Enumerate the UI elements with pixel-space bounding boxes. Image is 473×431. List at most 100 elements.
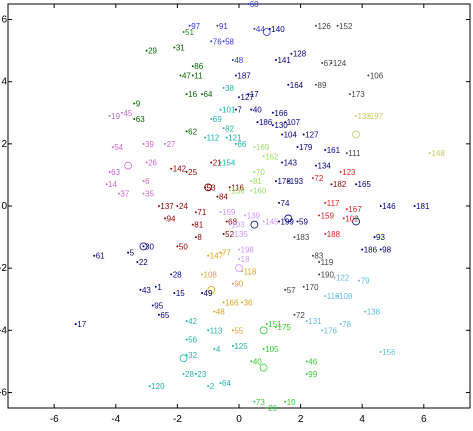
point-marker — [274, 326, 277, 329]
point-label: 183 — [296, 233, 310, 242]
data-point: 72 — [293, 311, 305, 320]
point-label: 68 — [228, 218, 237, 227]
point-marker — [154, 285, 157, 288]
data-point: 10 — [284, 398, 296, 407]
data-point: 2 — [207, 382, 215, 391]
point-label: 20 — [268, 404, 277, 413]
point-label: 106 — [370, 71, 384, 80]
point-marker — [228, 223, 231, 226]
point-marker — [271, 111, 274, 114]
data-point: 53 — [204, 183, 216, 192]
data-point: 15 — [173, 289, 185, 298]
data-point: 8 — [194, 233, 202, 242]
point-marker — [176, 245, 179, 248]
point-label: 40 — [253, 357, 262, 366]
point-marker — [201, 273, 204, 276]
circle-marker — [124, 161, 133, 170]
point-marker — [315, 164, 317, 167]
point-label: 28 — [173, 270, 182, 279]
point-marker — [287, 83, 290, 86]
point-label: 27 — [167, 140, 176, 149]
data-point: 187 — [234, 71, 251, 80]
point-label: 190 — [321, 270, 335, 279]
point-label: 89 — [318, 81, 327, 90]
point-label: 193 — [231, 221, 245, 230]
point-marker — [185, 130, 188, 133]
data-point: 83 — [311, 252, 324, 261]
point-label: 193 — [290, 177, 304, 186]
point-marker — [191, 74, 194, 77]
point-label: 199 — [281, 218, 295, 227]
point-label: 181 — [416, 202, 430, 211]
point-label: 58 — [225, 37, 234, 46]
point-marker — [281, 133, 284, 136]
data-point: 44 — [253, 25, 265, 34]
x-tick-label: 2 — [298, 414, 304, 425]
data-point: 198 — [238, 246, 254, 255]
point-label: 186 — [259, 118, 273, 127]
data-point: 159 — [219, 208, 236, 217]
point-label: 44 — [256, 25, 265, 34]
data-point: 143 — [281, 158, 298, 167]
point-label: 134 — [318, 162, 332, 171]
data-point: 140 — [268, 25, 285, 34]
data-point: 135 — [231, 230, 248, 239]
data-point: 69 — [210, 115, 222, 124]
point-marker — [225, 136, 228, 139]
data-point: 179 — [296, 143, 313, 152]
point-label: 82 — [225, 124, 234, 133]
data-point: 36 — [241, 298, 253, 307]
point-label: 74 — [281, 199, 290, 208]
data-point: 116 — [324, 292, 340, 301]
data-point: 176 — [321, 326, 338, 335]
point-marker — [296, 145, 299, 148]
point-label: 122 — [336, 273, 350, 282]
point-marker — [250, 180, 253, 183]
point-marker — [231, 232, 234, 235]
point-label: 165 — [358, 180, 372, 189]
point-label: 111 — [348, 149, 361, 158]
data-point: 116 — [228, 183, 245, 192]
point-marker — [284, 400, 287, 403]
data-point: 30 — [142, 242, 154, 251]
point-marker — [182, 30, 185, 33]
point-marker — [302, 133, 305, 136]
data-point: 138 — [364, 308, 381, 317]
data-point: 72 — [311, 174, 324, 183]
point-label: 142 — [173, 165, 187, 174]
point-label: 8 — [197, 233, 202, 242]
point-label: 71 — [197, 208, 206, 217]
point-marker — [321, 329, 324, 332]
data-point: 104 — [281, 131, 298, 140]
data-point: 63 — [133, 115, 145, 124]
point-marker — [274, 58, 277, 61]
point-label: 51 — [185, 28, 194, 37]
data-point: 66 — [234, 140, 247, 149]
data-point: 121 — [225, 134, 242, 143]
data-point: 160 — [250, 186, 267, 195]
point-marker — [185, 354, 188, 357]
point-label: 98 — [382, 246, 391, 255]
point-label: 63 — [136, 115, 145, 124]
point-marker — [207, 329, 210, 332]
y-tick-label: -6 — [0, 387, 7, 398]
point-marker — [210, 117, 213, 120]
data-point: 123 — [339, 168, 356, 177]
data-point: 25 — [185, 168, 198, 177]
point-label: 139 — [247, 211, 261, 220]
point-label: 188 — [327, 230, 341, 239]
data-point: 127 — [238, 93, 254, 102]
data-point: 51 — [182, 28, 195, 37]
point-label: 72 — [314, 174, 323, 183]
point-marker — [315, 24, 317, 27]
point-marker — [213, 310, 216, 313]
data-point: 22 — [136, 258, 148, 267]
point-marker — [278, 220, 281, 223]
point-label: 32 — [188, 351, 197, 360]
point-label: 70 — [256, 168, 265, 177]
point-label: 141 — [277, 56, 291, 65]
point-label: 138 — [367, 308, 381, 317]
point-marker — [305, 360, 308, 363]
point-label: 2 — [210, 382, 215, 391]
point-marker — [105, 183, 108, 186]
